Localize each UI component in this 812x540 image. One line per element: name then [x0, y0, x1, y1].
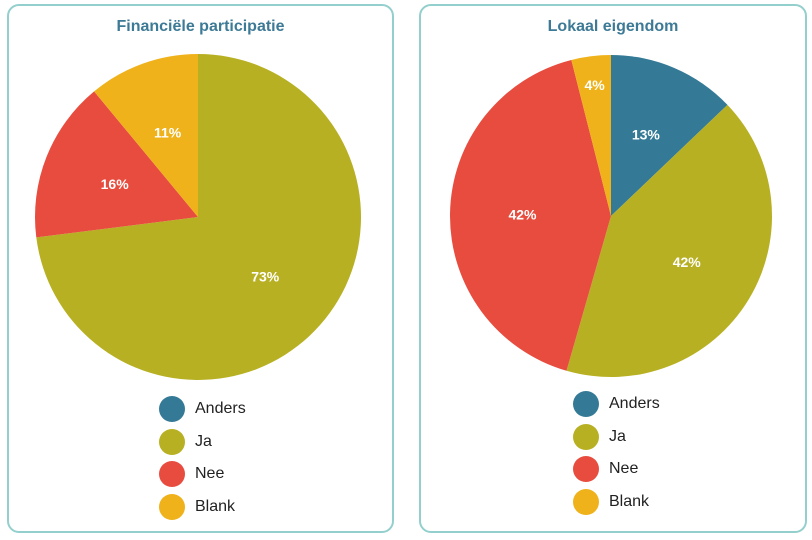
pie-chart: 13% 42% 42% 4% — [449, 55, 772, 377]
legend-swatch — [573, 488, 599, 515]
data-label: 4% — [584, 77, 605, 93]
legend-item-nee: Nee — [159, 458, 246, 491]
data-label: 13% — [632, 127, 661, 143]
pie-slice-nee — [449, 59, 611, 371]
legend-item-ja: Ja — [573, 421, 660, 454]
legend-item-anders: Anders — [159, 393, 246, 426]
legend-swatch — [159, 461, 185, 488]
data-label: 16% — [101, 176, 130, 192]
legend-label: Blank — [609, 492, 650, 510]
legend-label: Nee — [195, 465, 225, 483]
legend: Anders Ja Nee Blank — [573, 388, 660, 518]
legend-label: Ja — [195, 432, 212, 450]
pie-slice-ja — [566, 104, 772, 377]
pie-slice-nee — [34, 91, 198, 238]
legend-swatch — [573, 391, 599, 418]
legend-item-nee: Nee — [573, 453, 660, 486]
legend-label: Blank — [195, 497, 236, 515]
data-label: 42% — [508, 207, 537, 223]
chart-title: Financiële participatie — [116, 18, 285, 35]
pie-slice-anders — [611, 55, 728, 216]
legend-item-anders: Anders — [573, 388, 660, 421]
chart-title: Lokaal eigendom — [547, 18, 679, 35]
data-label: 42% — [673, 254, 702, 270]
legend-swatch — [573, 456, 599, 483]
legend-item-blank: Blank — [159, 491, 246, 524]
legend-item-ja: Ja — [159, 426, 246, 459]
legend-label: Ja — [609, 427, 626, 445]
pie-chart: 73% 16% 11% — [34, 54, 361, 380]
pie-slice-blank — [94, 54, 198, 217]
legend-label: Anders — [609, 395, 660, 413]
data-label: 73% — [251, 268, 280, 284]
chart-panel-0: Financiële participatie 73% 16% 11% Anders… — [7, 4, 394, 533]
pie-slice-ja — [36, 54, 361, 380]
pie-slice-blank — [571, 55, 611, 216]
legend-swatch — [159, 428, 185, 455]
legend-label: Anders — [195, 400, 246, 418]
legend-swatch — [159, 493, 185, 520]
chart-panel-1: Lokaal eigendom 13% 42% 42% 4% Anders Ja Nee B… — [419, 4, 807, 533]
legend-label: Nee — [609, 460, 639, 478]
legend-swatch — [159, 396, 185, 423]
data-label: 11% — [154, 125, 182, 141]
legend: Anders Ja Nee Blank — [159, 393, 246, 523]
legend-item-blank: Blank — [573, 486, 660, 519]
legend-swatch — [573, 423, 599, 450]
